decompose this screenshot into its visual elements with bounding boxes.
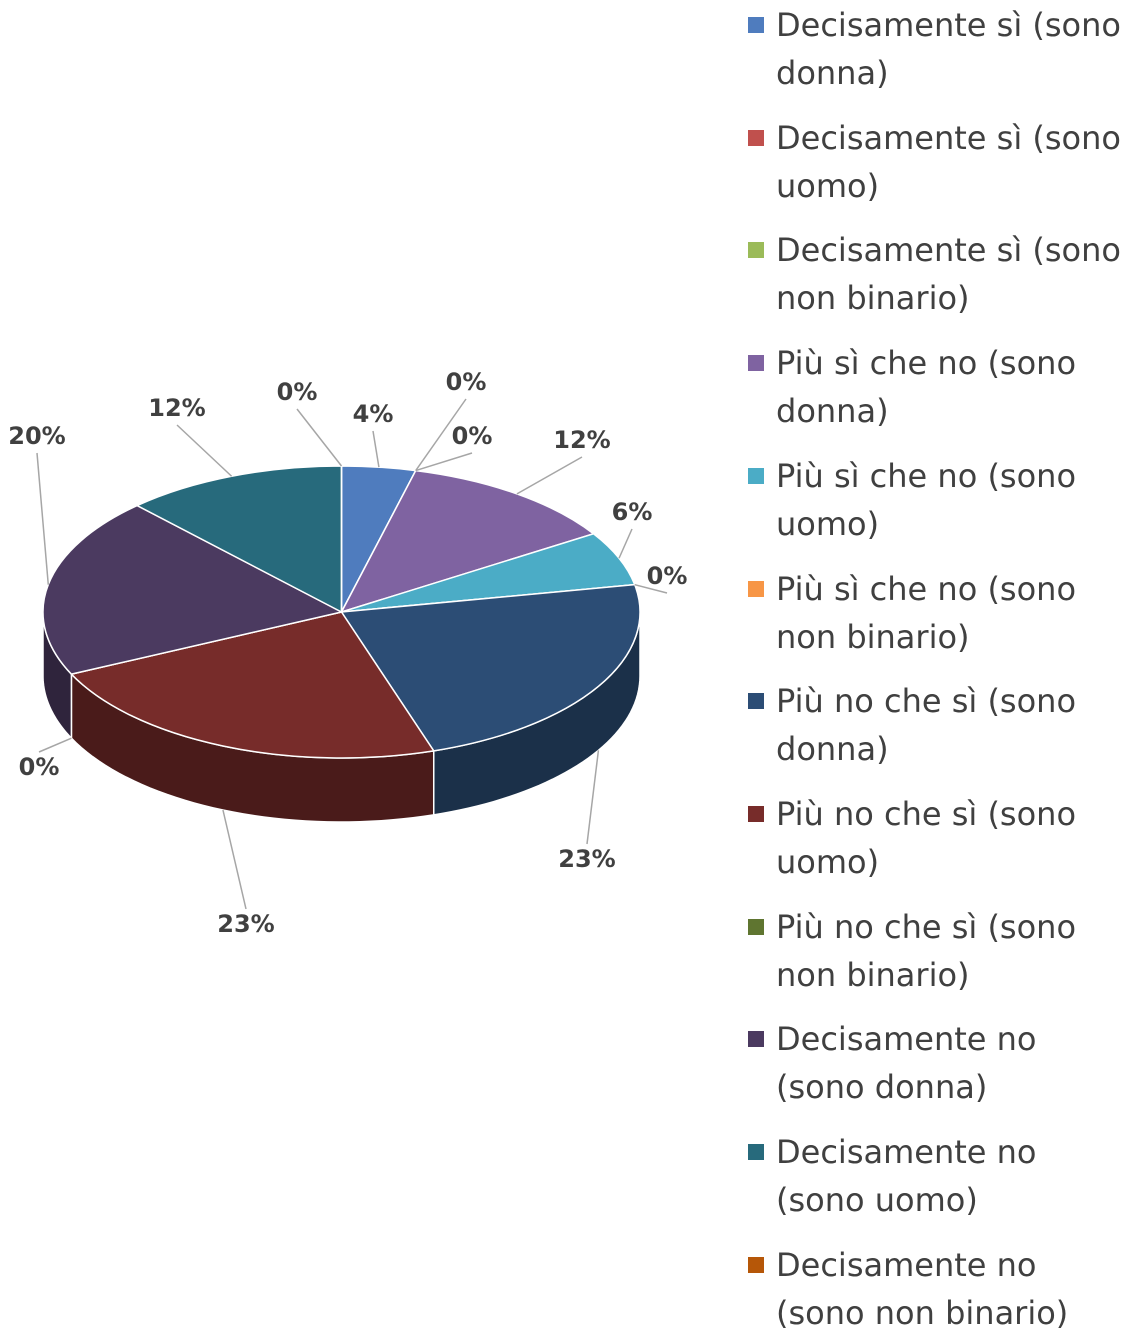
- legend-label: Decisamente sì (sono non binario): [776, 231, 1121, 318]
- data-label: 20%: [8, 422, 65, 450]
- pie-slice: [135, 465, 343, 614]
- legend-swatch: [748, 580, 764, 597]
- legend-label: Decisamente no (sono non binario): [776, 1245, 1069, 1332]
- legend-label: Decisamente no (sono uomo): [776, 1133, 1037, 1219]
- legend-label: Decisamente no (sono donna): [776, 1020, 1037, 1107]
- legend-swatch: [748, 805, 764, 822]
- pie-slice: [339, 469, 596, 614]
- leader-line: [415, 452, 473, 472]
- data-label: 4%: [353, 400, 394, 428]
- legend-swatch: [748, 129, 764, 146]
- legend-label: Più sì che no (sono uomo): [776, 456, 1077, 543]
- leader-line: [38, 737, 72, 753]
- data-label: 0%: [277, 378, 318, 406]
- leader-line: [618, 528, 633, 559]
- legend-swatch: [748, 17, 764, 33]
- data-label: 0%: [452, 422, 493, 450]
- pie-tops: [42, 465, 641, 759]
- data-label: 0%: [647, 562, 688, 590]
- legend-label: Più no che sì (sono non binario): [776, 907, 1077, 994]
- leader-line: [516, 456, 583, 495]
- leader-line: [296, 408, 343, 467]
- legend-label: Decisamente sì (sono donna): [776, 6, 1121, 92]
- leader-line: [36, 452, 50, 585]
- data-label: 6%: [612, 498, 653, 526]
- leader-line: [586, 750, 600, 845]
- legend-swatch: [748, 918, 764, 935]
- legend-swatch: [748, 355, 764, 372]
- legend-swatch: [748, 1144, 764, 1160]
- leader-line: [222, 809, 247, 910]
- pie-slice: [340, 583, 641, 752]
- data-label: 12%: [553, 426, 610, 454]
- legend-label: Più no che sì (sono uomo): [776, 794, 1077, 881]
- legend-swatch: [748, 242, 764, 259]
- legend-label: Più no che sì (sono donna): [776, 682, 1077, 769]
- legend-swatch: [748, 1031, 764, 1048]
- data-label: 0%: [19, 753, 60, 781]
- leader-line: [372, 430, 380, 468]
- leader-line: [176, 424, 233, 477]
- data-label: 0%: [446, 368, 487, 396]
- pie-slice: [69, 611, 436, 759]
- leader-line: [415, 398, 467, 472]
- legend-swatch: [748, 1256, 764, 1273]
- data-label: 23%: [558, 845, 615, 873]
- pie-slice: [42, 504, 344, 675]
- data-label: 23%: [217, 910, 274, 938]
- legend-label: Decisamente sì (sono uomo): [776, 118, 1121, 205]
- data-label: 12%: [148, 394, 205, 422]
- leader-line: [634, 583, 668, 594]
- legend-label: Più sì che no (sono non binario): [776, 569, 1077, 656]
- legend-swatch: [748, 467, 764, 484]
- legend-label: Più sì che no (sono donna): [776, 344, 1077, 431]
- legend-swatch: [748, 693, 764, 710]
